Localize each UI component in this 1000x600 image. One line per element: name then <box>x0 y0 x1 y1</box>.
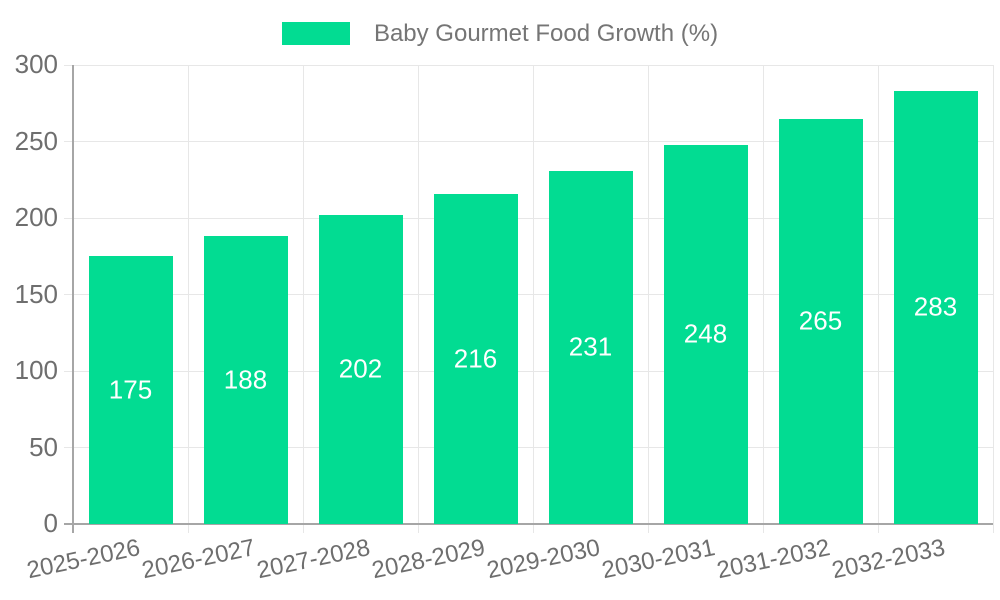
x-axis-tick-label: 2028-2029 <box>369 534 488 585</box>
x-axis-tick-label: 2027-2028 <box>254 534 373 585</box>
y-axis-line <box>72 65 74 533</box>
bar-value-label: 248 <box>683 318 728 349</box>
y-gridline <box>64 217 993 219</box>
y-gridline <box>64 447 993 448</box>
x-axis-tick-label: 2032-2033 <box>829 534 948 585</box>
y-axis-tick-label: 250 <box>14 125 58 156</box>
legend[interactable]: Baby Gourmet Food Growth (%) <box>0 20 1000 47</box>
x-gridline <box>417 65 419 533</box>
bar-value-label: 175 <box>108 374 153 405</box>
bar[interactable]: 188 <box>203 236 288 524</box>
bar-value-label: 202 <box>338 353 383 384</box>
bar[interactable]: 216 <box>433 193 518 524</box>
bar[interactable]: 283 <box>893 91 978 524</box>
bar-value-label: 283 <box>913 291 958 322</box>
x-axis-tick-label: 2029-2030 <box>484 534 603 585</box>
x-axis-tick-label: 2026-2027 <box>139 534 258 585</box>
x-gridline <box>647 65 649 533</box>
bar[interactable]: 265 <box>778 118 863 524</box>
bar-value-label: 265 <box>798 305 843 336</box>
x-axis-tick-label: 2030-2031 <box>599 534 718 585</box>
bar-value-label: 188 <box>223 364 268 395</box>
x-gridline <box>302 65 304 533</box>
y-axis-tick-label: 200 <box>14 201 58 232</box>
x-gridline <box>992 65 994 533</box>
legend-swatch-icon <box>281 22 350 45</box>
bar[interactable]: 202 <box>318 214 403 524</box>
bar-value-label: 216 <box>453 343 498 374</box>
y-axis-tick-label: 50 <box>29 431 58 462</box>
bar-value-label: 231 <box>568 331 613 362</box>
x-axis-tick-label: 2025-2026 <box>24 534 143 585</box>
x-gridline <box>877 65 879 533</box>
bar[interactable]: 248 <box>663 144 748 524</box>
x-axis-line <box>64 523 993 525</box>
bar[interactable]: 231 <box>548 170 633 524</box>
y-gridline <box>64 294 993 295</box>
y-axis-tick-label: 100 <box>14 354 58 385</box>
x-gridline <box>187 65 189 533</box>
bar[interactable]: 175 <box>88 256 173 524</box>
y-gridline <box>64 370 993 372</box>
y-gridline <box>64 141 993 142</box>
y-axis-tick-label: 0 <box>43 507 58 538</box>
legend-label: Baby Gourmet Food Growth (%) <box>373 19 719 47</box>
y-axis-tick-label: 150 <box>14 278 58 309</box>
x-gridline <box>532 65 534 533</box>
x-gridline <box>762 65 764 533</box>
x-axis-tick-label: 2031-2032 <box>714 534 833 585</box>
y-gridline <box>64 64 993 66</box>
y-axis-tick-label: 300 <box>14 48 58 79</box>
